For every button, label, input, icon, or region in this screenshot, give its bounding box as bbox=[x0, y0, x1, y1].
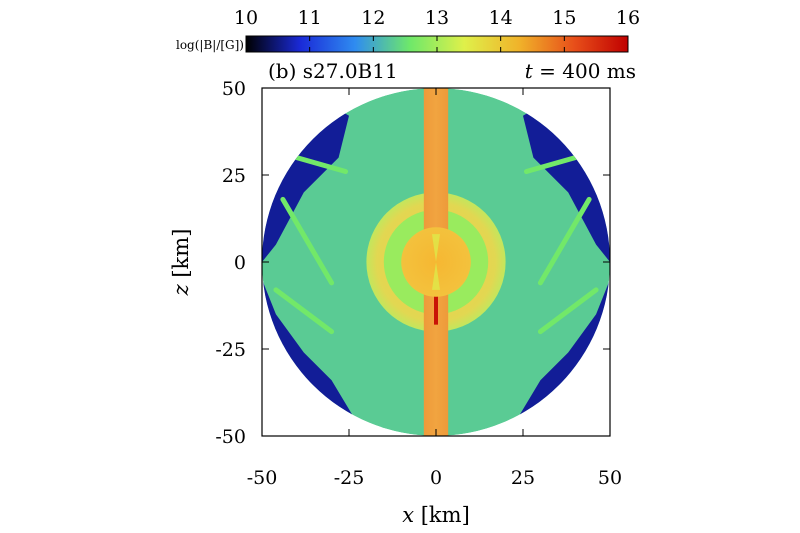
x-axis-variable: x bbox=[402, 503, 414, 527]
time-label-variable: t bbox=[525, 59, 534, 83]
x-axis-label: x [km] bbox=[402, 503, 470, 527]
colorbar-tick-label: 16 bbox=[616, 7, 640, 29]
y-tick-label: 50 bbox=[222, 78, 246, 100]
time-label: t = 400 ms bbox=[525, 59, 636, 83]
time-label-value: = 400 ms bbox=[533, 59, 636, 83]
y-axis-variable: z bbox=[169, 283, 193, 296]
x-axis-unit: [km] bbox=[414, 503, 470, 527]
field-streamer bbox=[294, 155, 349, 175]
y-axis-label: z [km] bbox=[169, 229, 193, 297]
field-streamer bbox=[273, 287, 335, 335]
colorbar-tick-label: 10 bbox=[234, 7, 258, 29]
y-tick-label: 25 bbox=[222, 165, 246, 187]
jet-hotspot bbox=[434, 275, 438, 325]
colorbar: 10 11 12 13 14 15 16 log(|B|/[G]) bbox=[176, 7, 640, 53]
colorbar-tick-label: 12 bbox=[361, 7, 385, 29]
field-map bbox=[262, 88, 610, 436]
colorbar-tick-label: 15 bbox=[552, 7, 576, 29]
y-tick-label: -50 bbox=[215, 426, 246, 448]
x-tick-label: -50 bbox=[247, 467, 278, 489]
x-tick-label: -25 bbox=[334, 467, 365, 489]
x-tick-label: 50 bbox=[598, 467, 622, 489]
y-axis-unit: [km] bbox=[169, 229, 193, 285]
field-streamer bbox=[523, 155, 578, 175]
colorbar-label: log(|B|/[G]) bbox=[176, 38, 244, 52]
colorbar-tick-label: 14 bbox=[489, 7, 513, 29]
field-streamer bbox=[537, 287, 599, 335]
x-axis-ticks: -50 -25 0 25 50 bbox=[247, 88, 622, 489]
x-tick-label: 0 bbox=[430, 467, 442, 489]
y-tick-label: -25 bbox=[215, 339, 246, 361]
x-tick-label: 25 bbox=[511, 467, 535, 489]
colorbar-ticks: 10 11 12 13 14 15 16 bbox=[234, 7, 640, 52]
panel-label: (b) s27.0B11 bbox=[268, 59, 398, 83]
y-tick-label: 0 bbox=[234, 252, 246, 274]
y-axis-ticks: -50 -25 0 25 50 bbox=[215, 78, 610, 448]
colorbar-tick-label: 13 bbox=[425, 7, 449, 29]
field-streamer bbox=[537, 196, 592, 286]
colorbar-tick-label: 11 bbox=[298, 7, 322, 29]
core-axis-feature bbox=[432, 234, 440, 290]
field-streamer bbox=[280, 196, 335, 286]
